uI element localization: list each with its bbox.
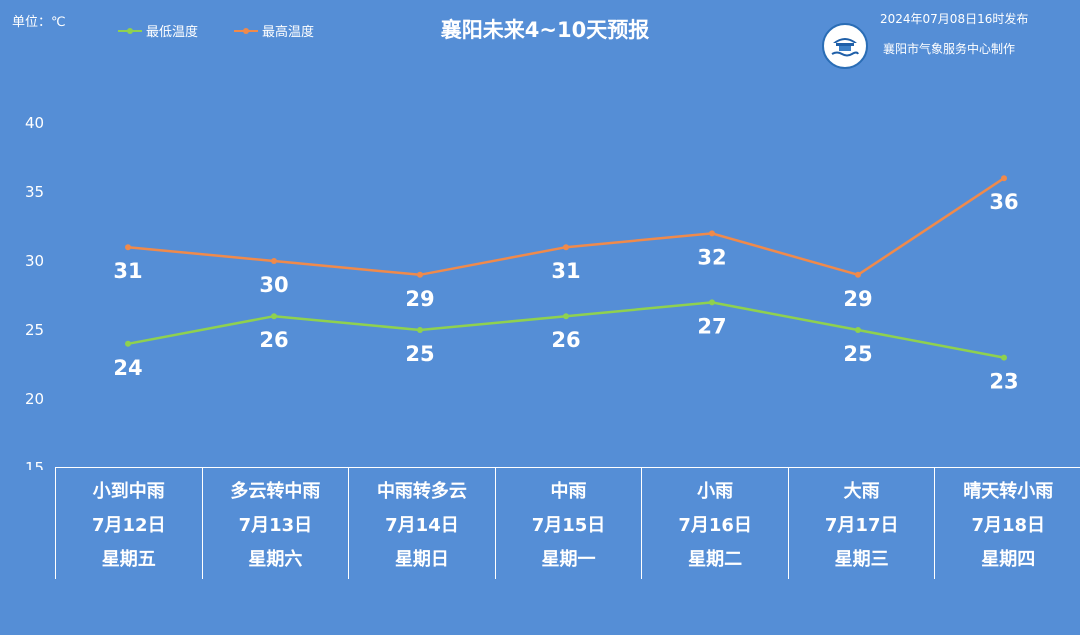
date-text: 7月12日	[92, 515, 166, 536]
data-label-low: 24	[113, 356, 142, 380]
legend-item-low: 最低温度	[118, 21, 198, 40]
weather-text: 中雨	[550, 481, 587, 502]
data-label-low: 27	[697, 314, 726, 338]
y-tick-label: 30	[25, 252, 44, 270]
y-axis: 15 20 25 30 35 40	[25, 114, 44, 470]
weekday-text: 星期四	[981, 549, 1036, 570]
issue-time: 2024年07月08日16时发布	[880, 12, 1029, 26]
data-point-high	[1001, 175, 1007, 182]
data-point-high	[125, 244, 131, 251]
data-label-high: 31	[113, 259, 142, 283]
data-label-high: 30	[259, 273, 288, 297]
weekday-text: 星期三	[834, 549, 889, 570]
chart-title: 襄阳未来4~10天预报	[440, 18, 650, 42]
date-text: 7月14日	[385, 515, 459, 536]
organization-label: 襄阳市气象服务中心制作	[883, 42, 1016, 56]
data-label-low: 26	[551, 328, 580, 352]
forecast-day-column: 中雨 7月15日星期一	[495, 467, 643, 579]
data-point-low	[563, 313, 569, 320]
forecast-day-column: 多云转中雨 7月13日星期六	[202, 467, 350, 579]
chart-legend: 最低温度 最高温度	[118, 21, 314, 40]
legend-high-line-icon	[234, 27, 259, 34]
forecast-table: 小到中雨 7月12日 星期五 多云转中雨 7月13日 星期六 中雨转多云 7月14日 星期日 中雨…	[55, 467, 1080, 579]
date-text: 7月13日	[238, 515, 313, 536]
data-point-high	[271, 258, 277, 264]
y-tick-label: 15	[25, 459, 44, 470]
data-label-low: 25	[843, 342, 872, 366]
forecast-day-column: 大雨 7月17日星期三	[788, 467, 936, 579]
data-point-high	[709, 230, 715, 237]
weather-text: 多云转中雨	[230, 481, 321, 502]
y-tick-label: 20	[25, 390, 44, 408]
forecast-day-column: 小雨 7月16日星期二	[642, 467, 789, 579]
data-label-high: 36	[989, 190, 1018, 214]
data-label-high: 29	[843, 287, 872, 311]
series-layer: 24 26 25 26 27 25 23 31 30 29 31 32 29 36	[113, 175, 1019, 394]
temperature-line-chart: 15 20 25 30 35 40 24 26 25 26 27 25 23 31 30 29 31 32 29 3…	[25, 114, 1019, 470]
date-text: 7月18日	[971, 515, 1046, 536]
weekday-text: 星期二	[688, 549, 743, 570]
data-point-low	[125, 340, 131, 347]
unit-label: 单位：℃	[12, 15, 66, 30]
weekday-text: 星期日	[394, 549, 449, 570]
data-point-low	[855, 327, 861, 333]
legend-low-line-icon	[118, 27, 142, 34]
data-point-low	[271, 313, 277, 320]
weather-text: 晴天转小雨	[963, 481, 1054, 502]
weekday-text: 星期一	[541, 549, 596, 570]
data-point-low	[709, 299, 715, 306]
xiangyang-weather-logo-icon	[822, 23, 868, 69]
data-label-high: 29	[405, 287, 434, 311]
forecast-day-column: 小到中雨 7月12日星期五	[56, 467, 203, 579]
legend-low-label: 最低温度	[146, 25, 199, 40]
date-text: 7月16日	[678, 515, 752, 536]
date-text: 7月15日	[531, 515, 606, 536]
date-text: 7月17日	[824, 515, 899, 536]
weekday-text: 星期六	[248, 549, 303, 570]
weekday-text: 星期五	[101, 549, 156, 570]
y-tick-label: 40	[25, 114, 44, 132]
data-label-low: 26	[259, 328, 288, 352]
weather-text: 小雨	[697, 481, 734, 502]
y-tick-label: 35	[25, 183, 44, 201]
data-label-low: 23	[989, 370, 1018, 394]
data-point-low	[417, 327, 423, 333]
data-point-high	[855, 271, 861, 278]
y-tick-label: 25	[25, 321, 44, 339]
data-point-high	[563, 244, 569, 251]
data-point-low	[1001, 354, 1007, 361]
data-label-high: 31	[551, 259, 580, 283]
weather-text: 中雨转多云	[376, 481, 467, 502]
forecast-day-column: 中雨转多云 7月14日星期日	[349, 467, 496, 579]
forecast-day-column: 晴天转小雨 7月18日星期四	[935, 467, 1080, 579]
data-point-high	[417, 271, 423, 278]
weather-text: 小到中雨	[92, 481, 165, 502]
logo-emblem-icon	[831, 38, 859, 57]
legend-high-label: 最高温度	[262, 25, 315, 40]
data-label-low: 25	[405, 342, 434, 366]
data-label-high: 32	[697, 245, 726, 269]
weather-text: 大雨	[843, 481, 880, 502]
legend-item-high: 最高温度	[234, 21, 314, 40]
